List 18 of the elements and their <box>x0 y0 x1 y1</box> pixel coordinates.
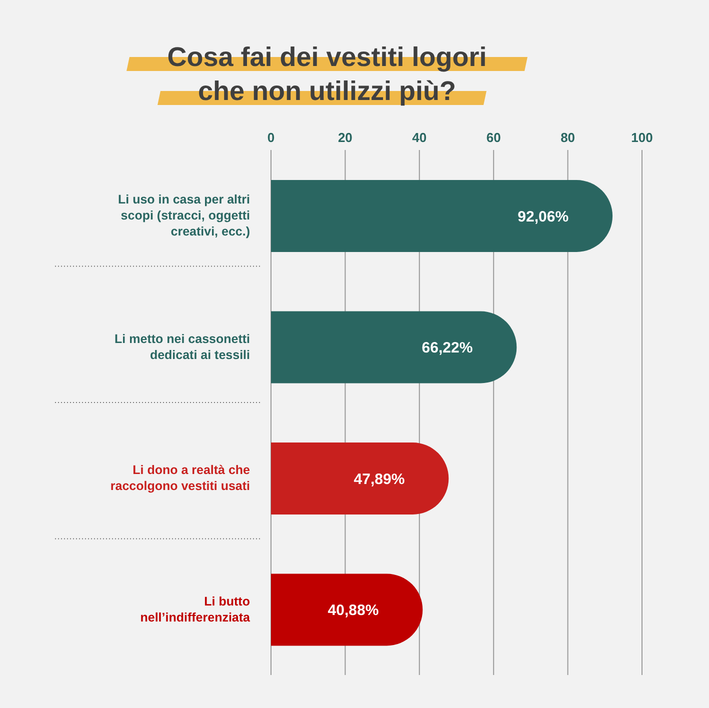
bar <box>271 574 423 646</box>
x-tick-label: 60 <box>486 130 501 145</box>
x-tick-label: 100 <box>631 130 653 145</box>
y-tick-label: Li uso in casa per altri scopi (stracci, oggetti creativi, ecc.) <box>118 192 250 239</box>
x-tick-label: 40 <box>412 130 427 145</box>
data-label: 66,22% <box>422 340 473 357</box>
data-label: 47,89% <box>354 470 405 488</box>
bar <box>271 311 517 384</box>
bar <box>271 180 613 252</box>
y-tick-label: Li metto nei cassonetti dedicati ai tessili <box>114 332 250 362</box>
data-label: 92,06% <box>518 208 569 226</box>
y-tick-label: Li dono a realtà che raccolgono vestiti usati <box>110 463 250 494</box>
x-tick-label: 20 <box>338 130 352 145</box>
x-tick-label: 80 <box>560 130 576 145</box>
data-label: 40,88% <box>328 602 379 620</box>
y-tick-label: Li butto nell’indifferenziata <box>140 594 252 624</box>
x-tick-label: 0 <box>267 130 275 145</box>
bar <box>271 442 449 514</box>
